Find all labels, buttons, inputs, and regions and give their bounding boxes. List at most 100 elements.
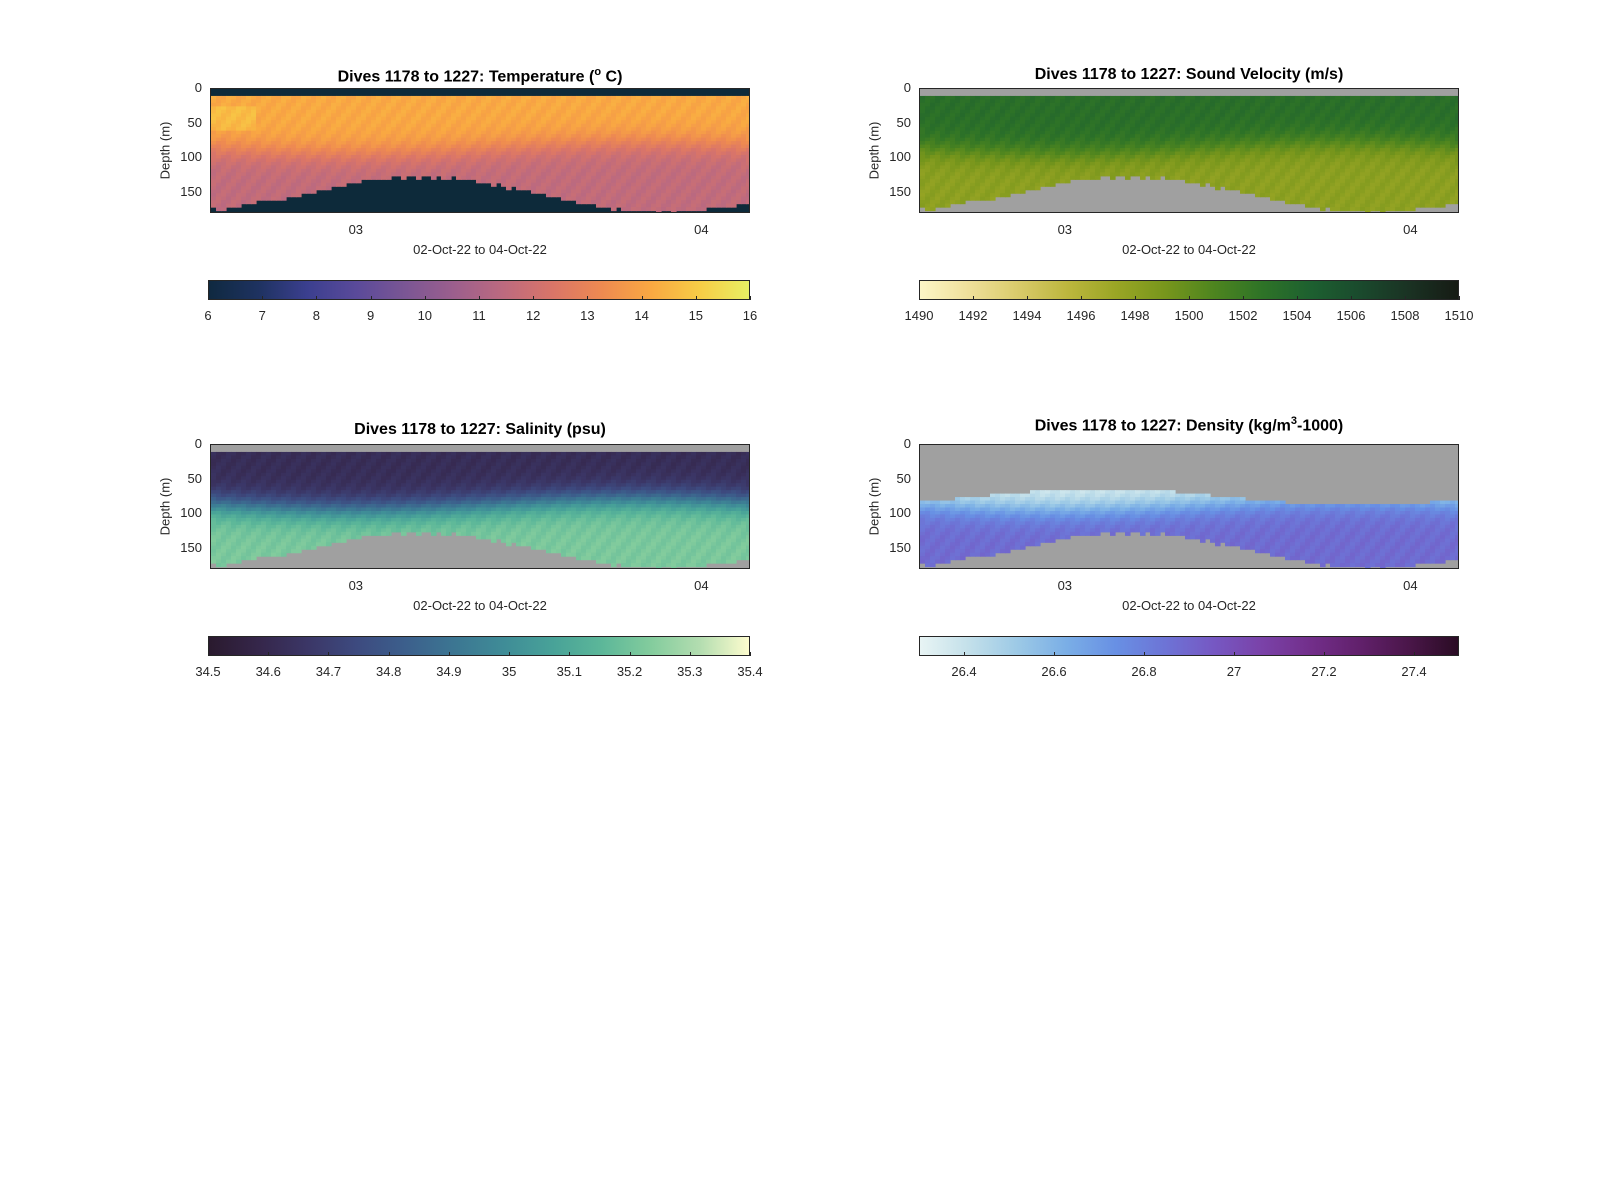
heatmap-cell <box>731 168 737 173</box>
heatmap-cell <box>671 141 677 146</box>
heatmap-cell <box>1210 127 1216 132</box>
heatmap-cell <box>711 203 717 208</box>
heatmap-cell <box>721 186 727 191</box>
heatmap-cell <box>636 182 642 187</box>
heatmap-cell <box>661 113 667 118</box>
heatmap-cell <box>1100 172 1106 177</box>
heatmap-cell <box>1190 106 1196 111</box>
heatmap-cell <box>701 137 707 142</box>
heatmap-cell <box>226 196 232 201</box>
heatmap-cell <box>1105 134 1111 139</box>
heatmap-cell <box>441 106 447 111</box>
heatmap-cell <box>696 154 702 160</box>
heatmap-cell <box>241 102 247 107</box>
heatmap-cell <box>1035 182 1041 187</box>
heatmap-cell <box>491 109 497 114</box>
heatmap-cell <box>691 186 697 191</box>
heatmap-cell <box>446 154 452 160</box>
heatmap-cell <box>990 95 996 101</box>
heatmap-cell <box>955 120 961 125</box>
heatmap-cell <box>506 127 512 132</box>
heatmap-cell <box>641 154 647 160</box>
heatmap-cell <box>321 134 327 139</box>
heatmap-cell <box>1065 106 1071 111</box>
heatmap-cell <box>1165 95 1171 101</box>
heatmap-cell <box>1215 141 1221 146</box>
heatmap-cell <box>336 120 342 125</box>
heatmap-cell <box>686 127 692 132</box>
heatmap-cell <box>1160 158 1166 163</box>
heatmap-cell <box>581 175 587 180</box>
heatmap-cell <box>516 144 522 149</box>
heatmap-cell <box>721 106 727 111</box>
heatmap-cell <box>1015 99 1021 104</box>
heatmap-cell <box>1035 134 1041 139</box>
heatmap-cell <box>351 106 357 111</box>
heatmap-cell <box>656 161 662 166</box>
heatmap-cell <box>1165 116 1171 121</box>
heatmap-cell <box>366 148 372 153</box>
heatmap-cell <box>236 154 242 160</box>
heatmap-cell <box>1015 113 1021 118</box>
heatmap-cell <box>481 175 487 180</box>
heatmap-cell <box>321 148 327 153</box>
heatmap-cell <box>985 137 991 142</box>
heatmap-cell <box>521 172 527 177</box>
heatmap-cell <box>1230 161 1236 166</box>
heatmap-cell <box>671 161 677 166</box>
heatmap-cell <box>731 196 737 201</box>
heatmap-cell <box>321 179 327 184</box>
heatmap-cell <box>511 109 517 114</box>
heatmap-cell <box>1225 144 1231 149</box>
heatmap-cell <box>681 134 687 139</box>
heatmap-cell <box>706 203 712 208</box>
heatmap-cell <box>1120 148 1126 153</box>
heatmap-cell <box>316 141 322 146</box>
heatmap-cell <box>601 141 607 146</box>
heatmap-cell <box>1040 102 1046 107</box>
heatmap-cell <box>416 134 422 139</box>
heatmap-cell <box>706 161 712 166</box>
heatmap-cell <box>1125 175 1131 180</box>
heatmap-cell <box>1020 189 1026 194</box>
heatmap-cell <box>721 123 727 128</box>
heatmap-cell <box>586 193 592 198</box>
heatmap-cell <box>396 130 402 135</box>
heatmap-cell <box>671 207 677 212</box>
heatmap-cell <box>216 161 222 166</box>
heatmap-cell <box>546 186 552 191</box>
heatmap-cell <box>281 168 287 173</box>
heatmap-cell <box>476 113 482 118</box>
heatmap-cell <box>366 168 372 173</box>
heatmap-cell <box>945 137 951 142</box>
heatmap-cell <box>950 95 956 101</box>
heatmap-cell <box>671 102 677 107</box>
heatmap-cell <box>231 106 237 111</box>
heatmap-cell <box>950 193 956 198</box>
heatmap-cell <box>631 168 637 173</box>
heatmap-cell <box>1170 99 1176 104</box>
heatmap-cell <box>1025 151 1031 156</box>
heatmap-cell <box>651 116 657 121</box>
heatmap-cell <box>731 165 737 170</box>
heatmap-cell <box>995 130 1001 135</box>
heatmap-cell <box>1080 134 1086 139</box>
heatmap-cell <box>351 179 357 184</box>
heatmap-cell <box>431 172 437 177</box>
heatmap-cell <box>231 134 237 139</box>
heatmap-cell <box>1130 99 1136 104</box>
heatmap-cell <box>476 137 482 142</box>
heatmap-cell <box>276 154 282 160</box>
heatmap-cell <box>241 175 247 180</box>
heatmap-cell <box>461 154 467 160</box>
heatmap-cell <box>516 154 522 160</box>
heatmap-cell <box>726 196 732 201</box>
heatmap-cell <box>1240 109 1246 114</box>
heatmap-cell <box>681 186 687 191</box>
heatmap-cell <box>341 109 347 114</box>
heatmap-cell <box>1060 95 1066 101</box>
heatmap-cell <box>980 196 986 201</box>
heatmap-cell <box>641 144 647 149</box>
heatmap-cell <box>960 200 966 205</box>
heatmap-cell <box>556 116 562 121</box>
